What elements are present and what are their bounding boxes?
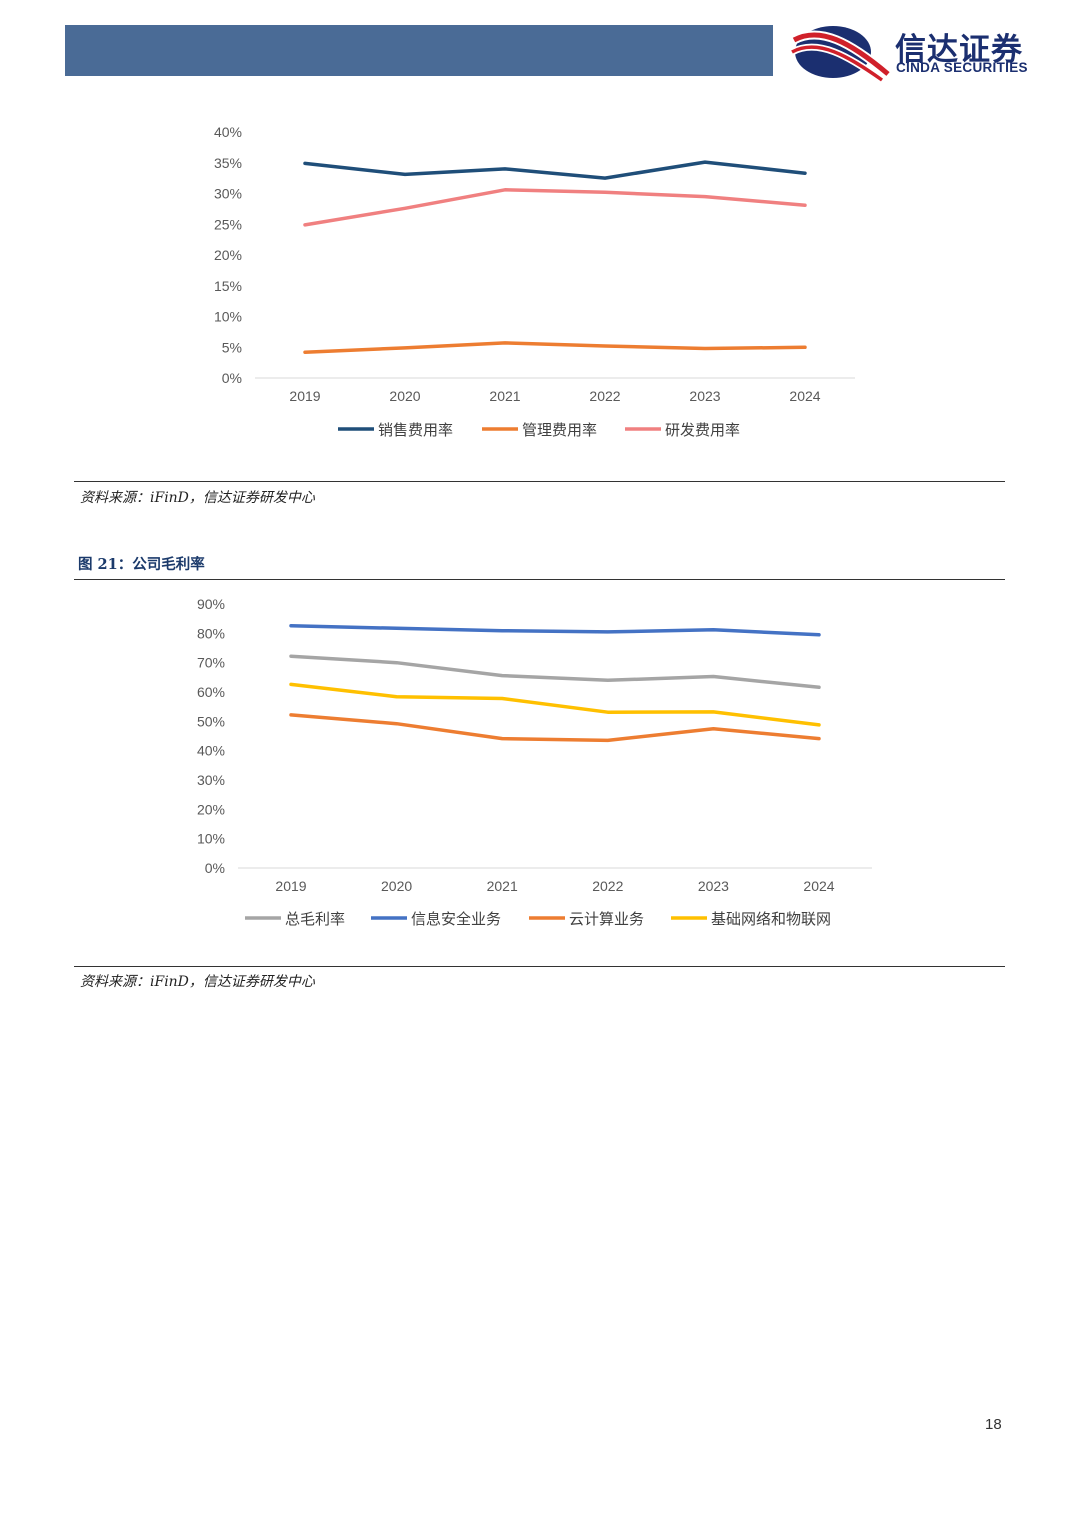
y-tick-label: 60%: [197, 684, 225, 700]
chart2-source: 资料来源：iFinD，信达证券研发中心: [80, 974, 315, 990]
expense-ratio-chart: 0% 5% 10% 15% 20% 25% 30% 35% 40% 2019 2020 2021 202…: [214, 124, 855, 439]
legend-label: 信息安全业务: [411, 910, 501, 928]
page-number: 18: [985, 1416, 1002, 1433]
y-tick-label: 20%: [197, 801, 225, 817]
y-tick-label: 50%: [197, 713, 225, 729]
y-tick-label: 20%: [214, 247, 242, 263]
logo-emblem-icon: [790, 26, 891, 83]
x-tick-label: 2021: [489, 388, 520, 404]
y-tick-label: 10%: [197, 831, 225, 847]
legend-label: 销售费用率: [378, 421, 453, 439]
series-line-2: [303, 341, 807, 354]
x-tick-label: 2020: [389, 388, 420, 404]
divider-line: [74, 966, 1005, 967]
x-tick-label: 2021: [487, 878, 518, 894]
legend-label: 研发费用率: [665, 421, 740, 439]
x-tick-label: 2024: [789, 388, 820, 404]
y-tick-label: 40%: [197, 743, 225, 759]
x-tick-label: 2022: [589, 388, 620, 404]
gross-margin-chart: 0% 10% 20% 30% 40% 50% 60% 70% 80% 90% 2019 2020 202…: [197, 596, 872, 928]
chart1-source: 资料来源：iFinD，信达证券研发中心: [80, 490, 315, 506]
divider-line: [74, 579, 1005, 580]
y-tick-label: 15%: [214, 278, 242, 294]
y-tick-label: 35%: [214, 155, 242, 171]
logo-english-name: CINDA SECURITIES: [896, 60, 1028, 75]
y-tick-label: 30%: [214, 186, 242, 202]
divider-line: [74, 481, 1005, 482]
y-tick-label: 30%: [197, 772, 225, 788]
x-tick-label: 2023: [689, 388, 720, 404]
y-tick-label: 10%: [214, 309, 242, 325]
y-tick-label: 70%: [197, 655, 225, 671]
x-tick-label: 2019: [289, 388, 320, 404]
series-line-1: [289, 654, 821, 690]
y-tick-label: 40%: [214, 124, 242, 140]
x-tick-label: 2024: [803, 878, 834, 894]
series-line-2: [289, 623, 821, 637]
y-tick-label: 90%: [197, 596, 225, 612]
figure-21-title: 图 21：公司毛利率: [78, 556, 205, 573]
x-tick-label: 2022: [592, 878, 623, 894]
y-tick-label: 0%: [222, 370, 242, 386]
x-tick-label: 2019: [275, 878, 306, 894]
series-line-4: [289, 682, 821, 727]
y-tick-label: 5%: [222, 339, 242, 355]
y-tick-label: 80%: [197, 625, 225, 641]
legend-label: 云计算业务: [569, 910, 644, 928]
header-bar: [65, 25, 773, 76]
x-tick-label: 2023: [698, 878, 729, 894]
legend-label: 管理费用率: [522, 421, 597, 439]
series-line-1: [303, 160, 807, 180]
y-tick-label: 25%: [214, 216, 242, 232]
series-line-3: [303, 188, 807, 227]
x-tick-label: 2020: [381, 878, 412, 894]
y-tick-label: 0%: [205, 860, 225, 876]
series-line-3: [289, 713, 821, 743]
company-logo: 信达证券 CINDA SECURITIES: [790, 22, 1060, 83]
logo-chinese-name: 信达证券: [895, 32, 1023, 68]
legend-label: 总毛利率: [285, 910, 345, 928]
legend-label: 基础网络和物联网: [711, 910, 831, 928]
